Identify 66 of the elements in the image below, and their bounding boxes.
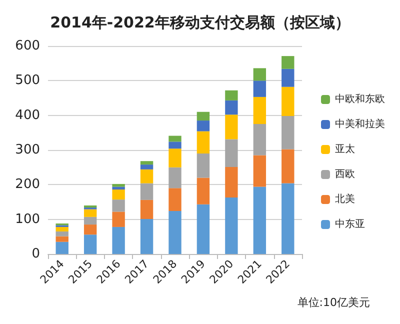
bar (168, 142, 182, 149)
bar (112, 226, 125, 254)
bar (112, 212, 125, 227)
bar (84, 224, 97, 235)
bar (282, 183, 294, 254)
y-tick-label: 300 (15, 142, 40, 158)
bar (84, 205, 97, 208)
bar (112, 190, 125, 200)
bar (84, 209, 97, 217)
y-tick-label: 600 (15, 38, 40, 54)
y-tick-label: 500 (15, 73, 40, 88)
bar (196, 178, 210, 204)
bar (196, 112, 210, 121)
bar (168, 136, 182, 142)
chart-title: 2014年-2022年移动支付交易额（按区域） (50, 14, 350, 32)
legend-label: 西欧 (335, 169, 355, 180)
bar (168, 167, 182, 188)
bar (56, 242, 68, 254)
bar (196, 131, 210, 154)
legend-label: 亚太 (335, 143, 355, 155)
bar (196, 204, 210, 254)
bar (112, 200, 125, 212)
legend-label: 中东亚 (335, 218, 365, 230)
bar (84, 234, 97, 254)
legend-label: 中欧和东欧 (335, 93, 385, 105)
bar (253, 96, 266, 124)
bar (282, 86, 294, 116)
bar (196, 153, 210, 178)
text: 单位:10亿美元 (297, 296, 370, 309)
y-tick-label: 0 (32, 246, 40, 262)
bar (282, 56, 294, 69)
bar (84, 216, 97, 225)
bar (140, 169, 154, 184)
bar (225, 166, 238, 198)
bar (225, 139, 238, 167)
bar (253, 186, 266, 254)
bar (253, 68, 266, 81)
bar (282, 116, 294, 150)
bar (196, 120, 210, 132)
bar (225, 114, 238, 140)
bar (112, 186, 125, 190)
bar (168, 211, 182, 254)
bar (168, 148, 182, 168)
bar (253, 155, 266, 187)
bar (225, 90, 238, 100)
bar (140, 164, 154, 170)
bar (140, 200, 154, 219)
bar (225, 100, 238, 115)
bar (140, 183, 154, 200)
bar (253, 80, 266, 97)
y-tick-label: 200 (15, 177, 40, 192)
y-tick-label: 100 (15, 212, 40, 227)
bar (56, 236, 68, 242)
bar (282, 149, 294, 184)
bar (253, 124, 266, 156)
bar (282, 68, 294, 87)
legend-label: 中美和拉美 (335, 118, 385, 130)
legend-label: 北美 (335, 193, 355, 205)
bar (112, 184, 125, 187)
y-tick-label: 400 (15, 108, 40, 123)
bar (140, 161, 154, 165)
bar (225, 197, 238, 254)
bar (140, 218, 154, 254)
bar (56, 231, 68, 236)
bar (168, 188, 182, 212)
bar (56, 226, 68, 232)
